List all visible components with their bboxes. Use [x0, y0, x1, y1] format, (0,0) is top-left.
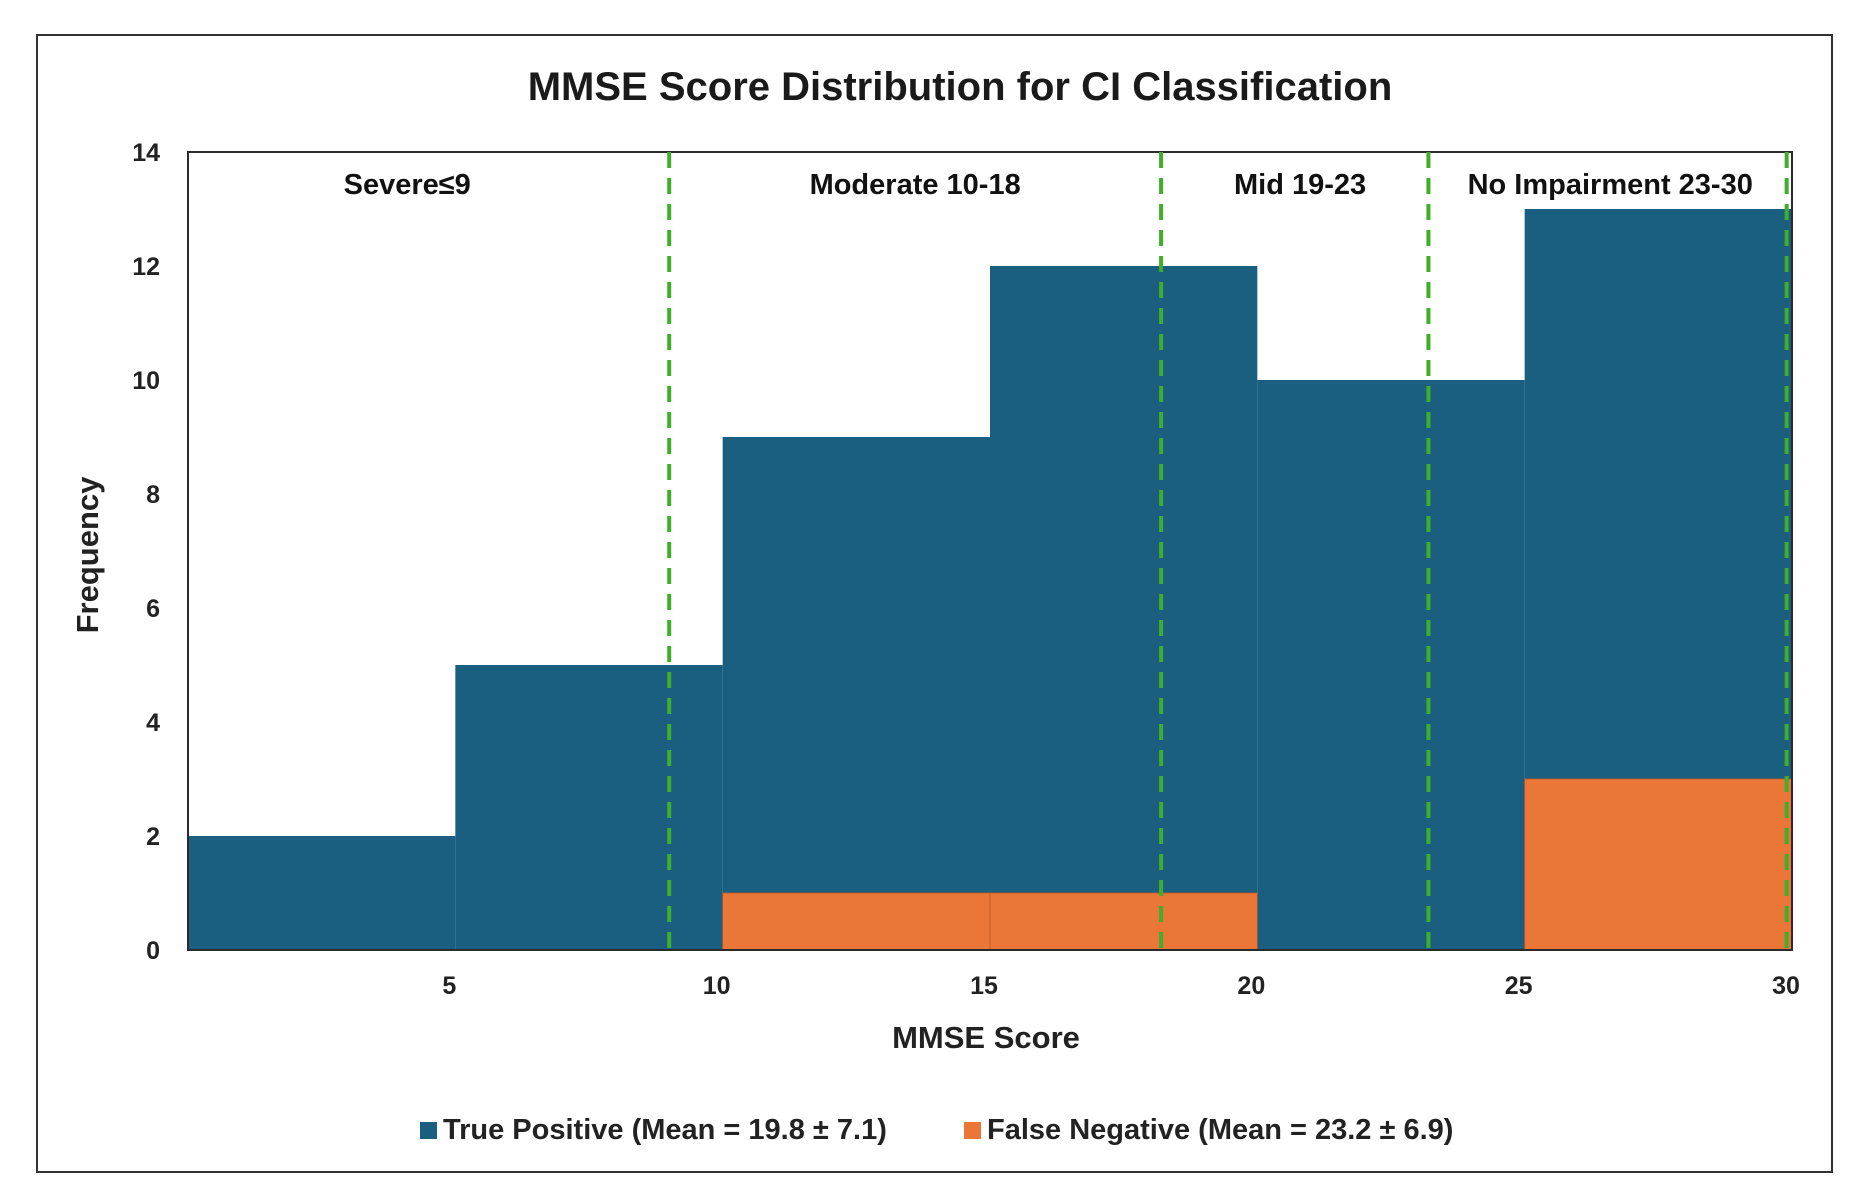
legend-label-1: False Negative (Mean = 23.2 ± 6.9)	[987, 1114, 1453, 1146]
region-label-1: Moderate 10-18	[810, 169, 1021, 201]
y-tick-label-1: 2	[146, 823, 160, 851]
x-tick-label-0: 5	[442, 972, 456, 1000]
y-tick-label-2: 4	[146, 709, 160, 737]
y-axis-label: Frequency	[70, 476, 105, 634]
y-tick-label-3: 6	[146, 595, 160, 623]
region-label-2: Mid 19-23	[1234, 169, 1366, 201]
x-tick-label-3: 20	[1237, 972, 1265, 1000]
bar-true-positive-1	[455, 665, 723, 950]
bar-true-positive-0	[188, 836, 456, 950]
y-tick-label-4: 8	[146, 481, 160, 509]
x-axis-label: MMSE Score	[892, 1020, 1080, 1055]
y-tick-label-7: 14	[132, 139, 160, 167]
x-tick-label-5: 30	[1772, 972, 1800, 1000]
y-tick-label-5: 10	[132, 367, 160, 395]
legend-label-0: True Positive (Mean = 19.8 ± 7.1)	[443, 1114, 887, 1146]
y-tick-label-0: 0	[146, 937, 160, 965]
legend-swatch-0	[420, 1122, 437, 1139]
bar-true-positive-4	[1257, 380, 1525, 950]
region-label-3: No Impairment 23-30	[1468, 169, 1753, 201]
x-tick-label-1: 10	[703, 972, 731, 1000]
bar-false-negative-3	[989, 892, 1258, 951]
bar-false-negative-2	[722, 892, 991, 951]
legend-swatch-1	[964, 1122, 981, 1139]
bar-true-positive-2	[722, 437, 990, 950]
chart-title: MMSE Score Distribution for CI Classific…	[528, 65, 1393, 109]
x-tick-label-4: 25	[1505, 972, 1533, 1000]
bar-false-negative-5	[1524, 778, 1793, 951]
region-label-0: Severe≤9	[344, 169, 471, 201]
bar-true-positive-3	[990, 266, 1258, 950]
x-tick-label-2: 15	[970, 972, 998, 1000]
y-tick-label-6: 12	[132, 253, 160, 281]
plot-area-border	[187, 151, 1793, 951]
